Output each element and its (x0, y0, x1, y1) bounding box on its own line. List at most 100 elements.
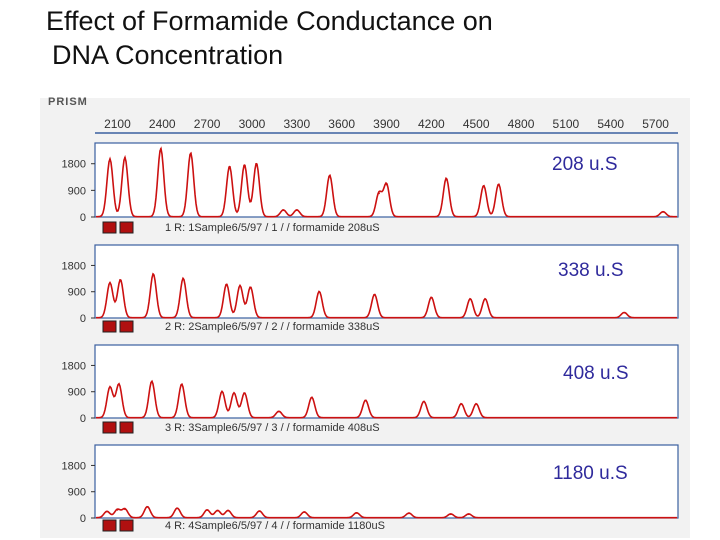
peak-point (385, 183, 388, 186)
panel-frame (94, 244, 679, 319)
lane-swatch (119, 519, 134, 532)
peak-point (227, 509, 229, 512)
peak-point (123, 156, 126, 159)
peak-point (150, 380, 153, 383)
x-tick-label: 3300 (283, 117, 310, 131)
peak-point (123, 508, 126, 511)
y-tick-label: 0 (80, 313, 86, 325)
lane-swatch (119, 221, 134, 234)
lane-swatch (119, 320, 134, 333)
peak-point (225, 283, 228, 286)
lane-label: 4 R: 4Sample6/5/97 / 4 / / formamide 118… (165, 520, 385, 532)
y-tick-label: 1800 (62, 260, 86, 272)
peak-point (378, 192, 380, 195)
peak-point (118, 383, 120, 386)
peak-point (277, 410, 280, 413)
trace-line (96, 505, 677, 519)
y-tick-label: 900 (68, 387, 86, 399)
panel-frame (94, 344, 679, 419)
peak-point (159, 148, 162, 150)
y-tick-label: 0 (80, 212, 86, 224)
x-tick-label: 4500 (463, 117, 490, 131)
title-line-2: DNA Concentration (52, 40, 284, 70)
x-tick-label: 5100 (553, 117, 580, 131)
y-tick-label: 1800 (62, 460, 86, 472)
y-tick-label: 1800 (62, 159, 86, 171)
peak-point (119, 279, 122, 281)
peak-point (258, 510, 261, 513)
peak-point (109, 158, 111, 161)
panel-annotation-3: 408 u.S (563, 363, 629, 384)
y-tick-label: 0 (80, 413, 86, 425)
x-tick-label: 3900 (373, 117, 400, 131)
y-tick-label: 0 (80, 513, 86, 525)
y-tick-label: 900 (68, 287, 86, 299)
peak-point (255, 162, 258, 165)
peak-point (146, 506, 149, 508)
lane-swatch (102, 519, 117, 532)
y-tick-label: 900 (68, 487, 86, 499)
lane-swatch (102, 221, 117, 234)
lane-swatch (102, 421, 117, 434)
peak-point (430, 296, 433, 299)
peak-point (408, 512, 410, 515)
peak-point (116, 508, 119, 511)
peak-point (318, 290, 321, 293)
peak-point (623, 311, 626, 314)
peak-point (373, 293, 376, 296)
peak-point (469, 298, 472, 300)
peak-point (106, 510, 108, 513)
peak-point (467, 513, 470, 516)
x-tick-label: 2700 (194, 117, 221, 131)
peak-point (182, 277, 185, 280)
peak-point (460, 403, 463, 405)
peak-point (228, 165, 231, 168)
peak-point (295, 209, 298, 212)
peak-point (152, 273, 155, 276)
lane-label: 1 R: 1Sample6/5/97 / 1 / / formamide 208… (165, 222, 380, 234)
peak-point (484, 298, 487, 300)
peak-point (180, 383, 183, 386)
x-tick-label: 2400 (149, 117, 176, 131)
x-tick-label: 3600 (328, 117, 355, 131)
peak-point (497, 183, 500, 186)
lane-label: 2 R: 2Sample6/5/97 / 2 / / formamide 338… (165, 321, 380, 333)
trace-line (96, 379, 677, 419)
x-tick-label: 4200 (418, 117, 445, 131)
peak-point (355, 512, 358, 514)
peak-point (249, 286, 252, 289)
y-tick-label: 900 (68, 185, 86, 197)
trace-line (96, 146, 677, 218)
panel-annotation-4: 1180 u.S (553, 463, 628, 484)
panel-annotation-1: 208 u.S (552, 154, 618, 175)
peak-point (216, 509, 219, 512)
x-tick-label: 3000 (239, 117, 266, 131)
prism-label: PRISM (48, 96, 88, 108)
peak-point (310, 396, 313, 399)
peak-point (221, 390, 223, 393)
lane-label: 3 R: 3Sample6/5/97 / 3 / / formamide 408… (165, 422, 380, 434)
slide-title: Effect of Formamide Conductance on DNA C… (46, 4, 646, 72)
x-tick-label: 5700 (642, 117, 669, 131)
panel-frame (94, 142, 679, 218)
peak-point (206, 509, 209, 512)
peak-point (239, 284, 241, 287)
peak-point (475, 403, 478, 405)
peak-point (449, 513, 452, 516)
lane-swatch (119, 421, 134, 434)
peak-point (243, 392, 246, 395)
x-tick-label: 4800 (508, 117, 535, 131)
peak-point (422, 400, 425, 403)
peak-point (662, 211, 664, 213)
peak-point (109, 386, 111, 389)
peak-point (233, 392, 235, 395)
peak-point (445, 177, 448, 180)
panel-annotation-2: 338 u.S (558, 260, 624, 281)
trace-line (96, 272, 677, 319)
peak-point (282, 209, 285, 212)
peak-point (364, 399, 367, 402)
peak-point (176, 507, 179, 510)
lane-swatch (102, 320, 117, 333)
peak-point (243, 164, 246, 167)
